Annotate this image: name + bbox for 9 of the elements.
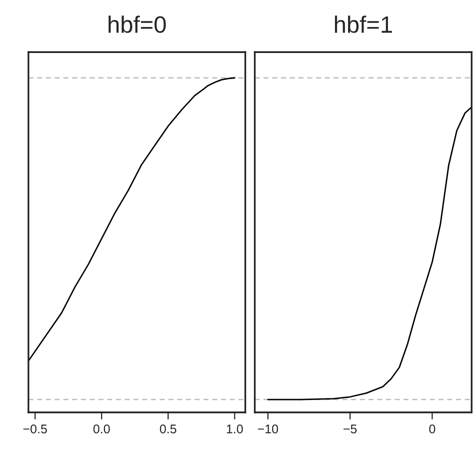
chart-title: hbf=0 [108,16,166,33]
x-tick-label: 0.5 [160,424,176,434]
x-tick-label: −5 [344,424,357,434]
x-tick-label: 0.0 [93,424,110,434]
x-tick-label: 0 [429,424,436,434]
x-tick-label: −0.5 [23,424,47,434]
x-tick-label: −10 [258,424,278,434]
x-tick-label: 1.0 [226,424,243,434]
chart-title: hbf=1 [334,16,392,33]
